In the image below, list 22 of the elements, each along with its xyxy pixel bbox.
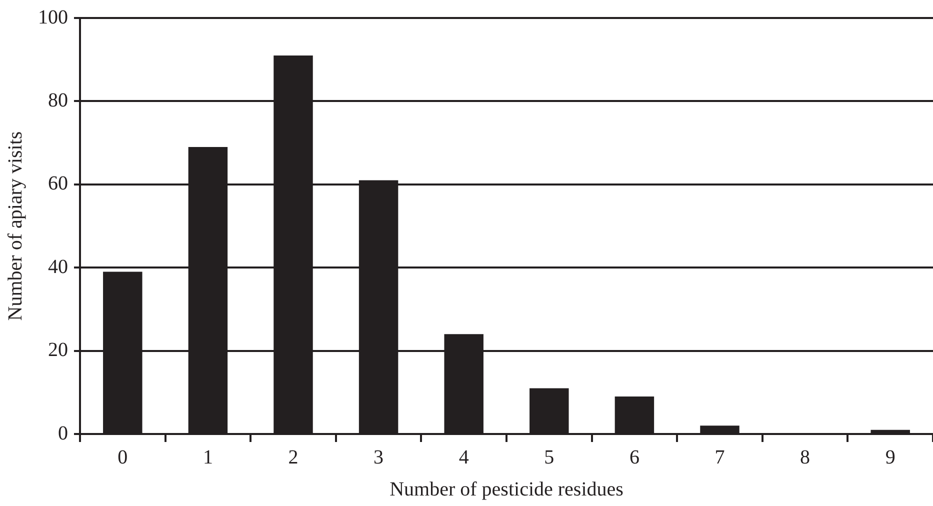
y-axis-title: Number of apiary visits: [4, 131, 26, 321]
y-tick-label: 100: [38, 6, 68, 28]
x-tick-label: 3: [374, 446, 384, 468]
x-tick-label: 5: [544, 446, 554, 468]
y-tick-label: 0: [58, 422, 68, 444]
x-tick-label: 1: [202, 446, 213, 468]
bar: [870, 430, 910, 433]
x-axis-title: Number of pesticide residues: [390, 478, 624, 500]
y-tick-label: 60: [48, 172, 68, 195]
x-tick-label: 9: [885, 446, 896, 468]
x-tick-label: 6: [629, 446, 640, 468]
y-tick-label: 80: [48, 89, 68, 112]
x-tick-label: 0: [118, 446, 128, 468]
bar: [614, 396, 654, 433]
y-tick-label: 40: [48, 256, 68, 278]
x-tick-label: 4: [458, 446, 469, 468]
x-tick-label: 7: [714, 446, 725, 468]
y-tick-label: 20: [48, 339, 68, 362]
x-tick-label: 8: [800, 446, 810, 468]
bar: [700, 426, 740, 433]
bar: [530, 388, 569, 433]
x-tick-label: 2: [288, 446, 298, 468]
